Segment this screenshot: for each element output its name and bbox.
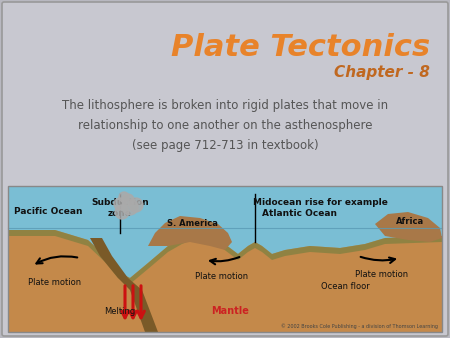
Circle shape (119, 192, 129, 202)
Text: The lithosphere is broken into rigid plates that move in
relationship to one ano: The lithosphere is broken into rigid pla… (62, 98, 388, 151)
Text: Chapter - 8: Chapter - 8 (334, 65, 430, 79)
Text: Mantle: Mantle (211, 306, 249, 316)
Polygon shape (90, 238, 158, 332)
Text: Atlantic Ocean: Atlantic Ocean (262, 210, 338, 218)
Polygon shape (8, 230, 442, 284)
Text: Plate motion: Plate motion (195, 272, 248, 281)
Text: © 2002 Brooks Cole Publishing - a division of Thomson Learning: © 2002 Brooks Cole Publishing - a divisi… (281, 323, 438, 329)
Polygon shape (148, 216, 232, 250)
FancyBboxPatch shape (2, 2, 448, 336)
Bar (8, 186, 442, 332)
Bar (8, 186, 442, 332)
Circle shape (114, 198, 126, 210)
Polygon shape (8, 230, 442, 332)
Text: Ocean floor: Ocean floor (320, 282, 369, 291)
Text: S. America: S. America (166, 219, 217, 228)
Text: Pacific Ocean: Pacific Ocean (14, 208, 82, 217)
Circle shape (115, 205, 129, 219)
Text: Plate motion: Plate motion (356, 270, 409, 279)
Bar (6, 6, 444, 184)
Text: Plate motion: Plate motion (28, 278, 81, 287)
Text: Subduction
zone: Subduction zone (91, 198, 149, 218)
Text: Midocean rise for example: Midocean rise for example (252, 198, 387, 207)
Text: Plate Tectonics: Plate Tectonics (171, 33, 430, 63)
Text: Melting: Melting (104, 307, 135, 316)
Polygon shape (375, 212, 442, 242)
Text: Africa: Africa (396, 217, 424, 226)
Circle shape (129, 198, 143, 212)
Circle shape (122, 199, 138, 215)
Circle shape (122, 194, 134, 206)
